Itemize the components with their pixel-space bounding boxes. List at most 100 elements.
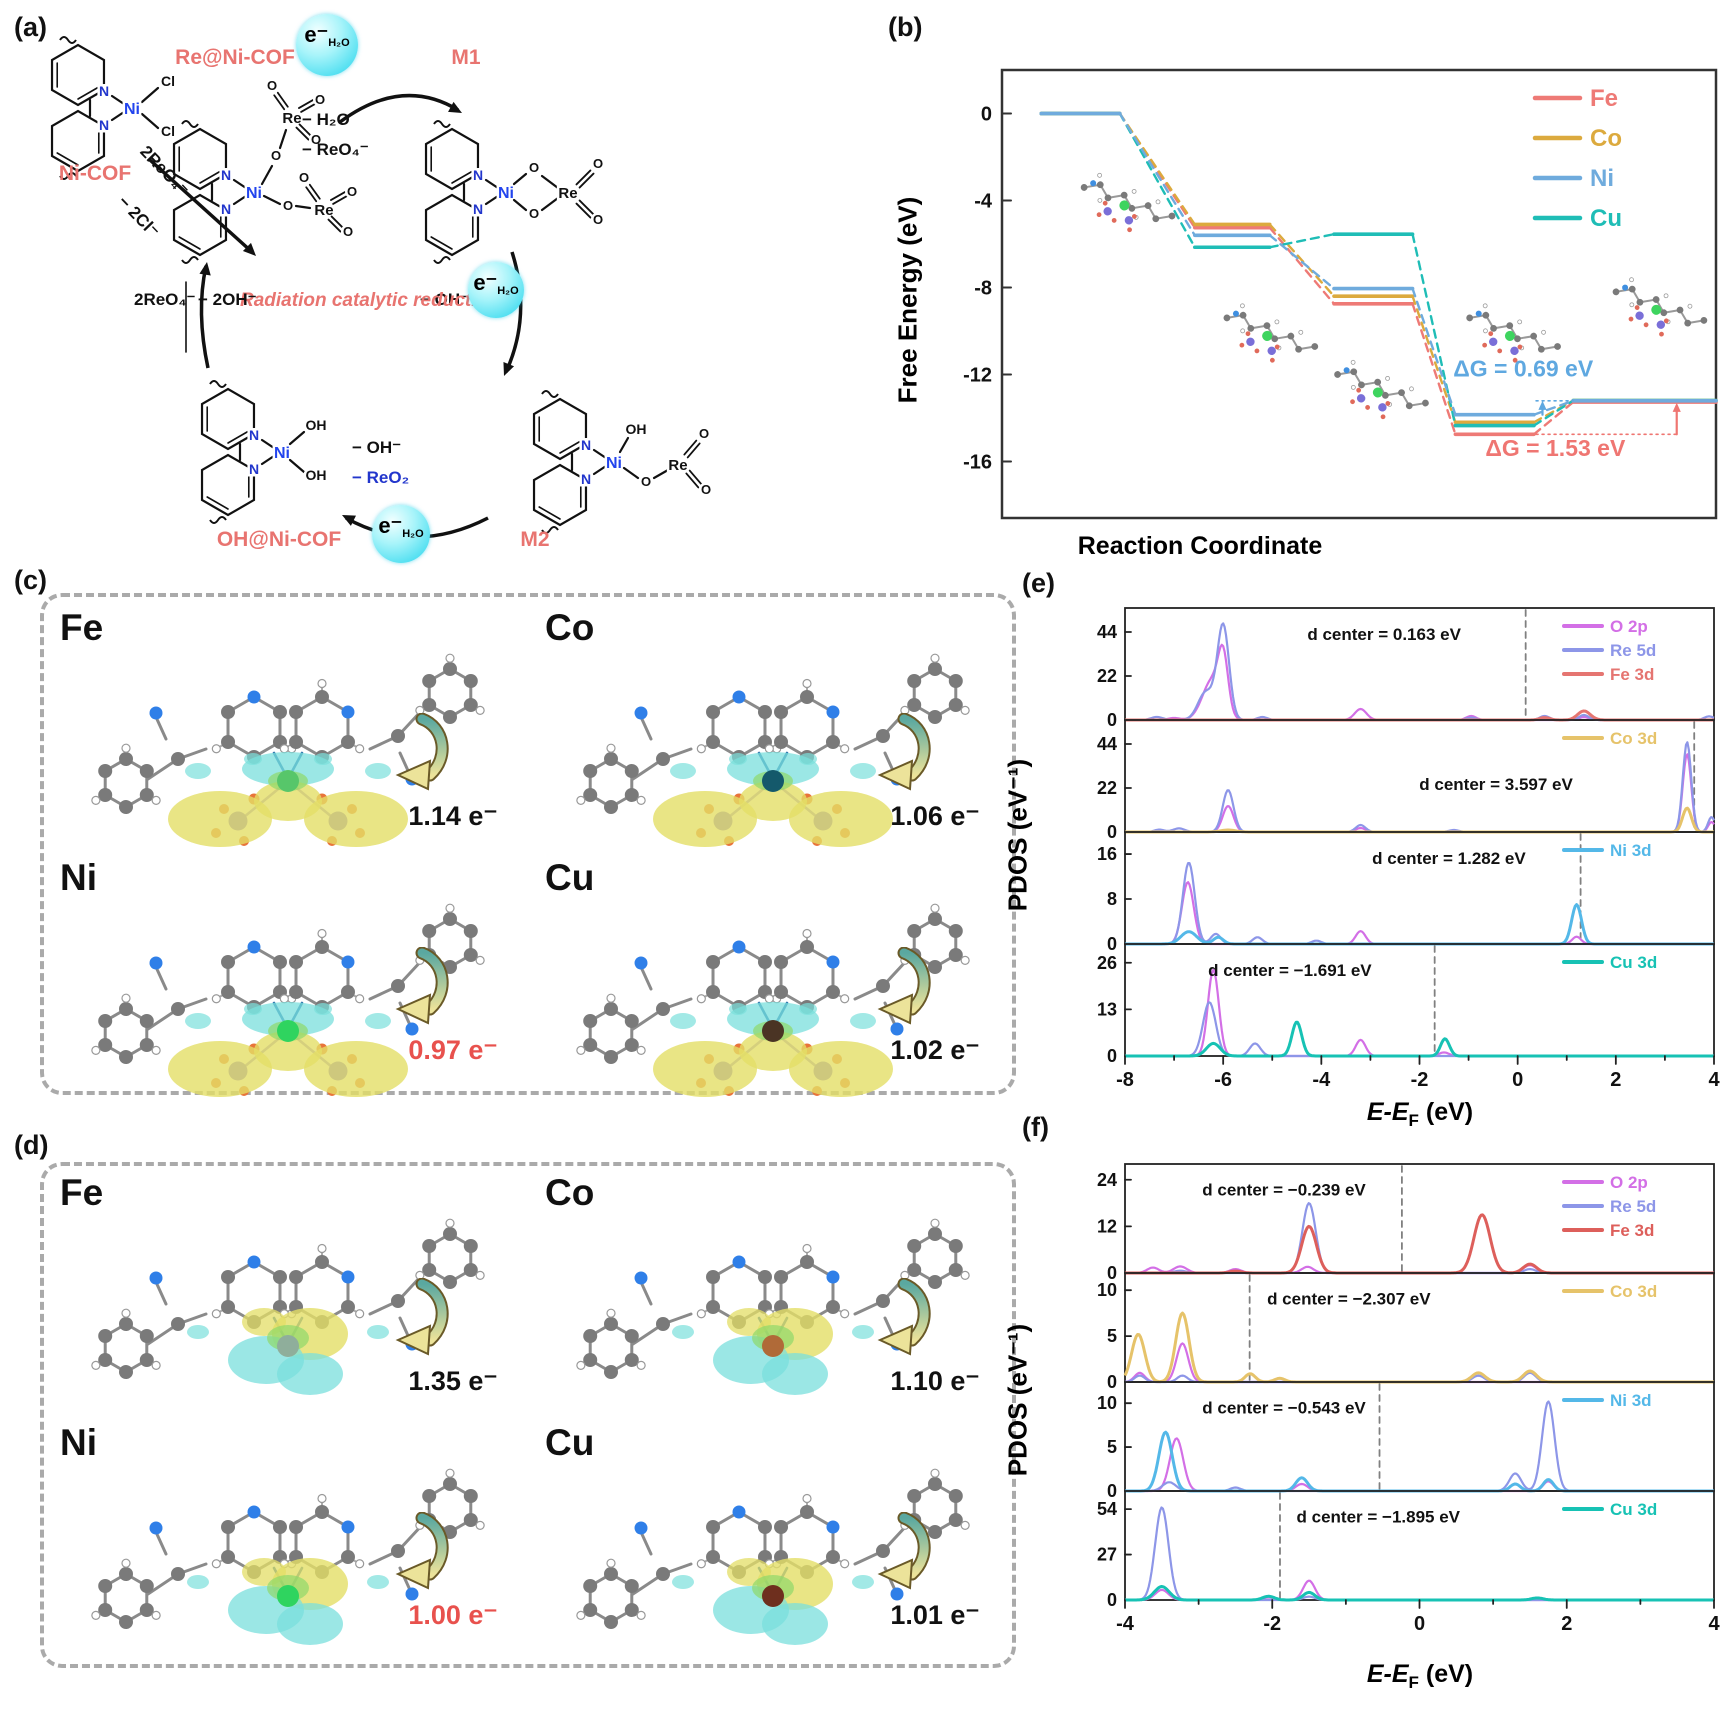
line <box>639 715 653 741</box>
line <box>295 126 310 141</box>
c-ball <box>624 1579 639 1593</box>
charge-arrow-band <box>899 714 929 780</box>
c-ball <box>948 674 963 688</box>
nitrile-n-ball <box>149 1271 163 1285</box>
charge-blob <box>739 1031 807 1071</box>
c-ball <box>119 1615 133 1629</box>
xtick-label: -4 <box>1116 1613 1135 1635</box>
line <box>278 128 288 150</box>
c-ball <box>948 1239 963 1253</box>
c-ball <box>774 705 789 719</box>
atom-re: Re <box>282 110 301 127</box>
legend-label-Ni-3d: Ni 3d <box>1610 1391 1652 1410</box>
molecule-thumbnail <box>1612 277 1708 337</box>
c-ball <box>948 1263 963 1277</box>
h-ball <box>211 1559 221 1569</box>
nitrile-n-ball <box>634 706 648 720</box>
panel-c-box <box>40 593 1016 1095</box>
atom-ball <box>1120 191 1128 199</box>
arrow-oh-to-re <box>199 265 210 369</box>
c-ball <box>139 1603 154 1617</box>
c-ball <box>463 698 478 712</box>
d-center-label-Fe: d center = −0.239 eV <box>1202 1181 1366 1200</box>
c-ball <box>221 955 236 969</box>
c-ball <box>825 985 840 999</box>
c-ball <box>774 1520 789 1534</box>
atom-ball <box>1684 319 1692 327</box>
atom-ball <box>1652 296 1660 303</box>
line <box>262 194 282 206</box>
pdos-curve-Cu-3d <box>1124 1585 1715 1602</box>
charge-arrow-head <box>877 1558 914 1590</box>
d-center-label-Cu: d center = −1.895 eV <box>1297 1508 1461 1527</box>
n-ball <box>732 690 746 704</box>
charge-arrow-band <box>417 1279 447 1345</box>
n-ball <box>341 705 355 719</box>
panel-d-cell-co: Co 1.10 e⁻ <box>533 1168 1010 1418</box>
c-ball <box>315 940 329 954</box>
legend-label-O-2p: O 2p <box>1610 617 1648 636</box>
h-ball <box>121 993 131 1003</box>
ytick-label: 5 <box>1107 1437 1117 1457</box>
pdos-curve-Co-3d <box>1124 806 1715 834</box>
c-ball <box>604 1002 618 1016</box>
h-ball <box>151 795 161 805</box>
molecule-render-cu <box>576 1468 970 1645</box>
atom-ball <box>1660 309 1668 317</box>
re-ball <box>1489 337 1498 346</box>
line <box>622 466 640 480</box>
line <box>288 430 306 446</box>
h-ball <box>1482 303 1488 309</box>
atom-ball <box>1482 311 1490 319</box>
charge-arrow-head <box>395 1324 432 1356</box>
atom-o: O <box>315 92 325 107</box>
charge-blob <box>244 753 262 765</box>
panel-e-label: (e) <box>1022 568 1055 598</box>
h-ball <box>475 705 485 716</box>
line <box>154 965 168 991</box>
c-ball <box>800 940 814 954</box>
panel-c-charge-density: (c) Fe 1.14 e⁻ Co 1.06 e⁻ Ni 0.97 e⁻ Cu 1.02 e⁻ <box>0 565 1040 1100</box>
atom-ball <box>1554 343 1561 350</box>
charge-blob <box>185 1013 211 1029</box>
ytick-label: 10 <box>1097 1393 1117 1413</box>
legend-label-Co: Co <box>1590 125 1622 152</box>
electron-hydrated-icon-2: e⁻H₂O <box>468 262 524 318</box>
h-ball <box>1240 303 1245 309</box>
h-ball <box>211 1309 221 1319</box>
c-ball <box>119 1365 133 1379</box>
h-ball <box>211 744 221 754</box>
c-ball <box>583 1014 598 1028</box>
charge-blob <box>850 1013 876 1029</box>
h-ball <box>211 994 221 1004</box>
nitrile-n-ball <box>634 956 648 970</box>
molecule-render-ni <box>91 903 485 1097</box>
n-ball <box>247 1505 261 1519</box>
panel-c-cell-co: Co 1.06 e⁻ <box>533 603 1010 853</box>
h-ball <box>840 744 850 754</box>
charge-transfer-value-ni: 0.97 e⁻ <box>408 1035 498 1065</box>
nitrile-n-ball <box>149 956 163 970</box>
c-ball <box>774 735 789 749</box>
c-ball <box>422 924 437 938</box>
c-ball <box>800 1505 814 1519</box>
h-ball <box>636 1360 646 1370</box>
legend-label-Fe-3d: Fe 3d <box>1610 665 1654 684</box>
o-ball <box>1482 342 1488 348</box>
n-ball <box>1343 367 1350 374</box>
c-ball <box>119 1002 133 1016</box>
h-ball <box>151 1045 161 1055</box>
molecule-render-cu <box>576 903 970 1097</box>
energy-connector-Fe <box>1268 226 1336 305</box>
legend-label-Re-5d: Re 5d <box>1610 1197 1656 1216</box>
charge-blob <box>367 1325 389 1339</box>
charge-transfer-arrow-icon <box>877 947 931 1025</box>
line <box>575 202 592 219</box>
c-ball <box>119 1050 133 1064</box>
atom-ball <box>1104 194 1112 202</box>
charge-blob <box>242 1002 334 1036</box>
c-ball <box>139 1038 154 1052</box>
c-ball <box>604 800 618 814</box>
